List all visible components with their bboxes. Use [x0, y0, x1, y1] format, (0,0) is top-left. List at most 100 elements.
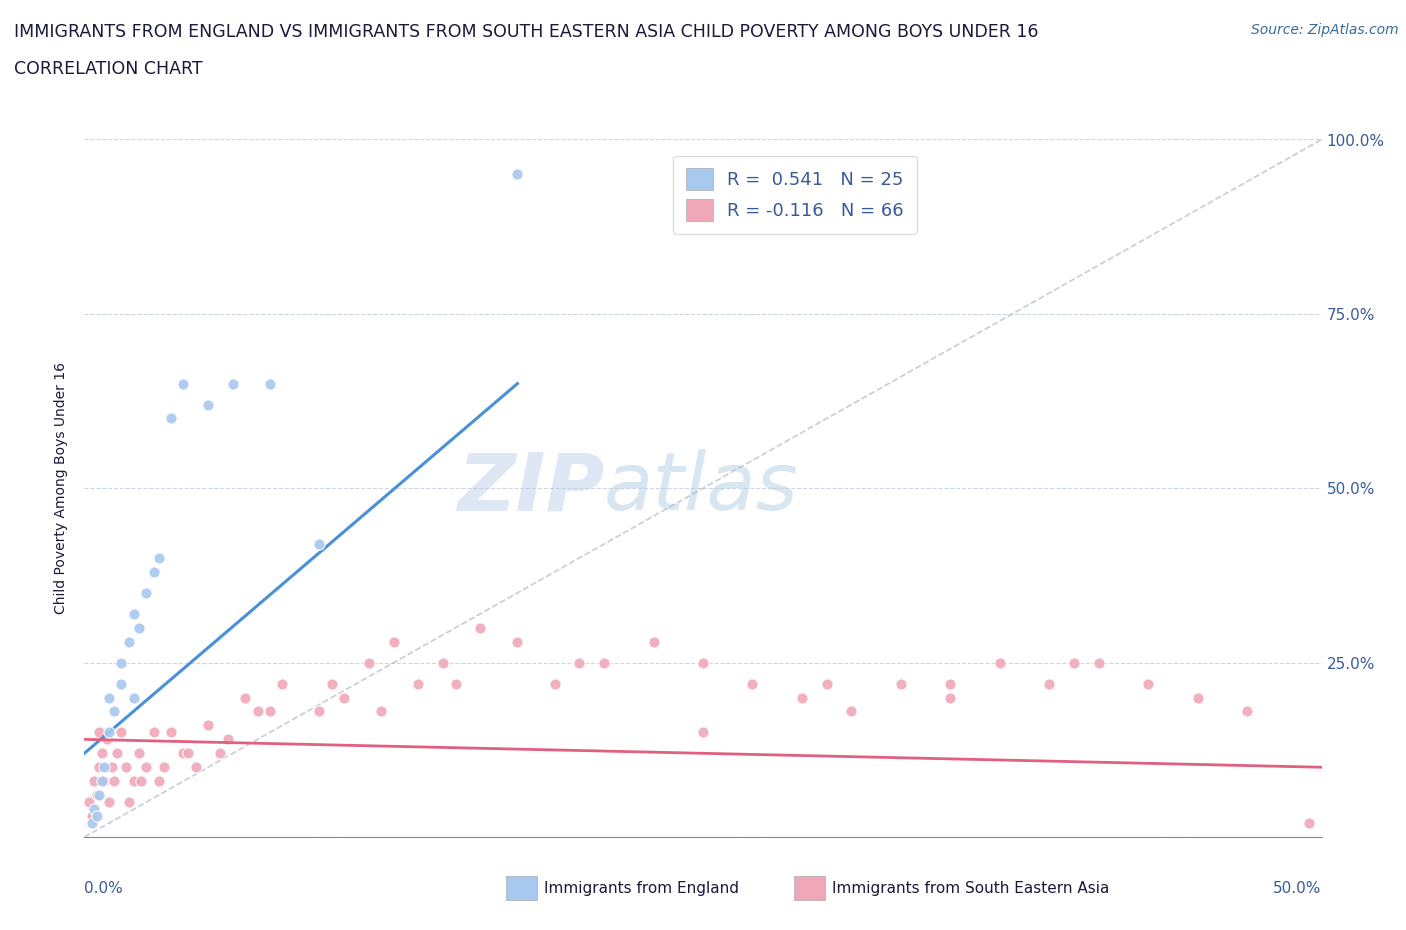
- Point: [988, 656, 1011, 671]
- Point: [105, 746, 128, 761]
- Point: [692, 725, 714, 740]
- Point: [184, 760, 207, 775]
- Point: [246, 704, 269, 719]
- Point: [506, 167, 529, 182]
- Point: [122, 774, 145, 789]
- Point: [568, 656, 591, 671]
- Point: [197, 718, 219, 733]
- Point: [83, 774, 105, 789]
- Point: [98, 794, 121, 809]
- Point: [939, 676, 962, 691]
- Point: [408, 676, 430, 691]
- Point: [129, 774, 152, 789]
- Text: IMMIGRANTS FROM ENGLAND VS IMMIGRANTS FROM SOUTH EASTERN ASIA CHILD POVERTY AMON: IMMIGRANTS FROM ENGLAND VS IMMIGRANTS FR…: [14, 23, 1039, 41]
- Point: [135, 586, 157, 601]
- Point: [110, 656, 132, 671]
- Point: [209, 746, 232, 761]
- Point: [1187, 690, 1209, 705]
- Point: [1063, 656, 1085, 671]
- Point: [89, 725, 111, 740]
- Y-axis label: Child Poverty Among Boys Under 16: Child Poverty Among Boys Under 16: [55, 363, 69, 614]
- Point: [470, 620, 492, 635]
- Point: [1088, 656, 1111, 671]
- Point: [271, 676, 294, 691]
- Point: [543, 676, 565, 691]
- Point: [148, 551, 170, 565]
- Point: [1038, 676, 1060, 691]
- Point: [118, 634, 141, 649]
- Point: [432, 656, 454, 671]
- Point: [115, 760, 138, 775]
- Point: [160, 411, 183, 426]
- Point: [321, 676, 343, 691]
- Point: [1298, 816, 1320, 830]
- Point: [692, 656, 714, 671]
- Point: [89, 760, 111, 775]
- Point: [939, 690, 962, 705]
- Point: [197, 397, 219, 412]
- Point: [90, 746, 112, 761]
- Point: [135, 760, 157, 775]
- Point: [96, 732, 118, 747]
- Point: [790, 690, 813, 705]
- Point: [98, 725, 121, 740]
- Text: 0.0%: 0.0%: [84, 881, 124, 896]
- Point: [1137, 676, 1160, 691]
- Point: [110, 725, 132, 740]
- Point: [172, 746, 194, 761]
- Point: [80, 816, 103, 830]
- Point: [506, 634, 529, 649]
- Point: [103, 774, 125, 789]
- Point: [357, 656, 380, 671]
- Text: 50.0%: 50.0%: [1274, 881, 1322, 896]
- Point: [89, 788, 111, 803]
- Point: [370, 704, 392, 719]
- Text: Immigrants from South Eastern Asia: Immigrants from South Eastern Asia: [832, 881, 1109, 896]
- Text: CORRELATION CHART: CORRELATION CHART: [14, 60, 202, 78]
- Point: [142, 565, 165, 579]
- Point: [86, 788, 108, 803]
- Point: [93, 760, 115, 775]
- Point: [172, 376, 194, 391]
- Point: [308, 537, 330, 551]
- Text: atlas: atlas: [605, 449, 799, 527]
- Point: [259, 704, 281, 719]
- Point: [86, 809, 108, 824]
- Point: [148, 774, 170, 789]
- Point: [593, 656, 616, 671]
- Point: [259, 376, 281, 391]
- Point: [128, 746, 150, 761]
- Point: [333, 690, 356, 705]
- Point: [815, 676, 838, 691]
- Point: [80, 809, 103, 824]
- Point: [122, 606, 145, 621]
- Legend: R =  0.541   N = 25, R = -0.116   N = 66: R = 0.541 N = 25, R = -0.116 N = 66: [673, 155, 917, 233]
- Point: [118, 794, 141, 809]
- Point: [643, 634, 665, 649]
- Point: [152, 760, 174, 775]
- Point: [177, 746, 200, 761]
- Point: [741, 676, 763, 691]
- Point: [890, 676, 912, 691]
- Point: [83, 802, 105, 817]
- Point: [98, 690, 121, 705]
- Point: [128, 620, 150, 635]
- Point: [1236, 704, 1258, 719]
- Point: [110, 676, 132, 691]
- Point: [160, 725, 183, 740]
- Point: [382, 634, 405, 649]
- Point: [93, 774, 115, 789]
- Point: [103, 704, 125, 719]
- Text: ZIP: ZIP: [457, 449, 605, 527]
- Point: [122, 690, 145, 705]
- Point: [308, 704, 330, 719]
- Point: [841, 704, 863, 719]
- Point: [79, 794, 101, 809]
- Point: [90, 774, 112, 789]
- Point: [444, 676, 467, 691]
- Point: [233, 690, 256, 705]
- Point: [142, 725, 165, 740]
- Text: Source: ZipAtlas.com: Source: ZipAtlas.com: [1251, 23, 1399, 37]
- Point: [222, 376, 245, 391]
- Point: [100, 760, 122, 775]
